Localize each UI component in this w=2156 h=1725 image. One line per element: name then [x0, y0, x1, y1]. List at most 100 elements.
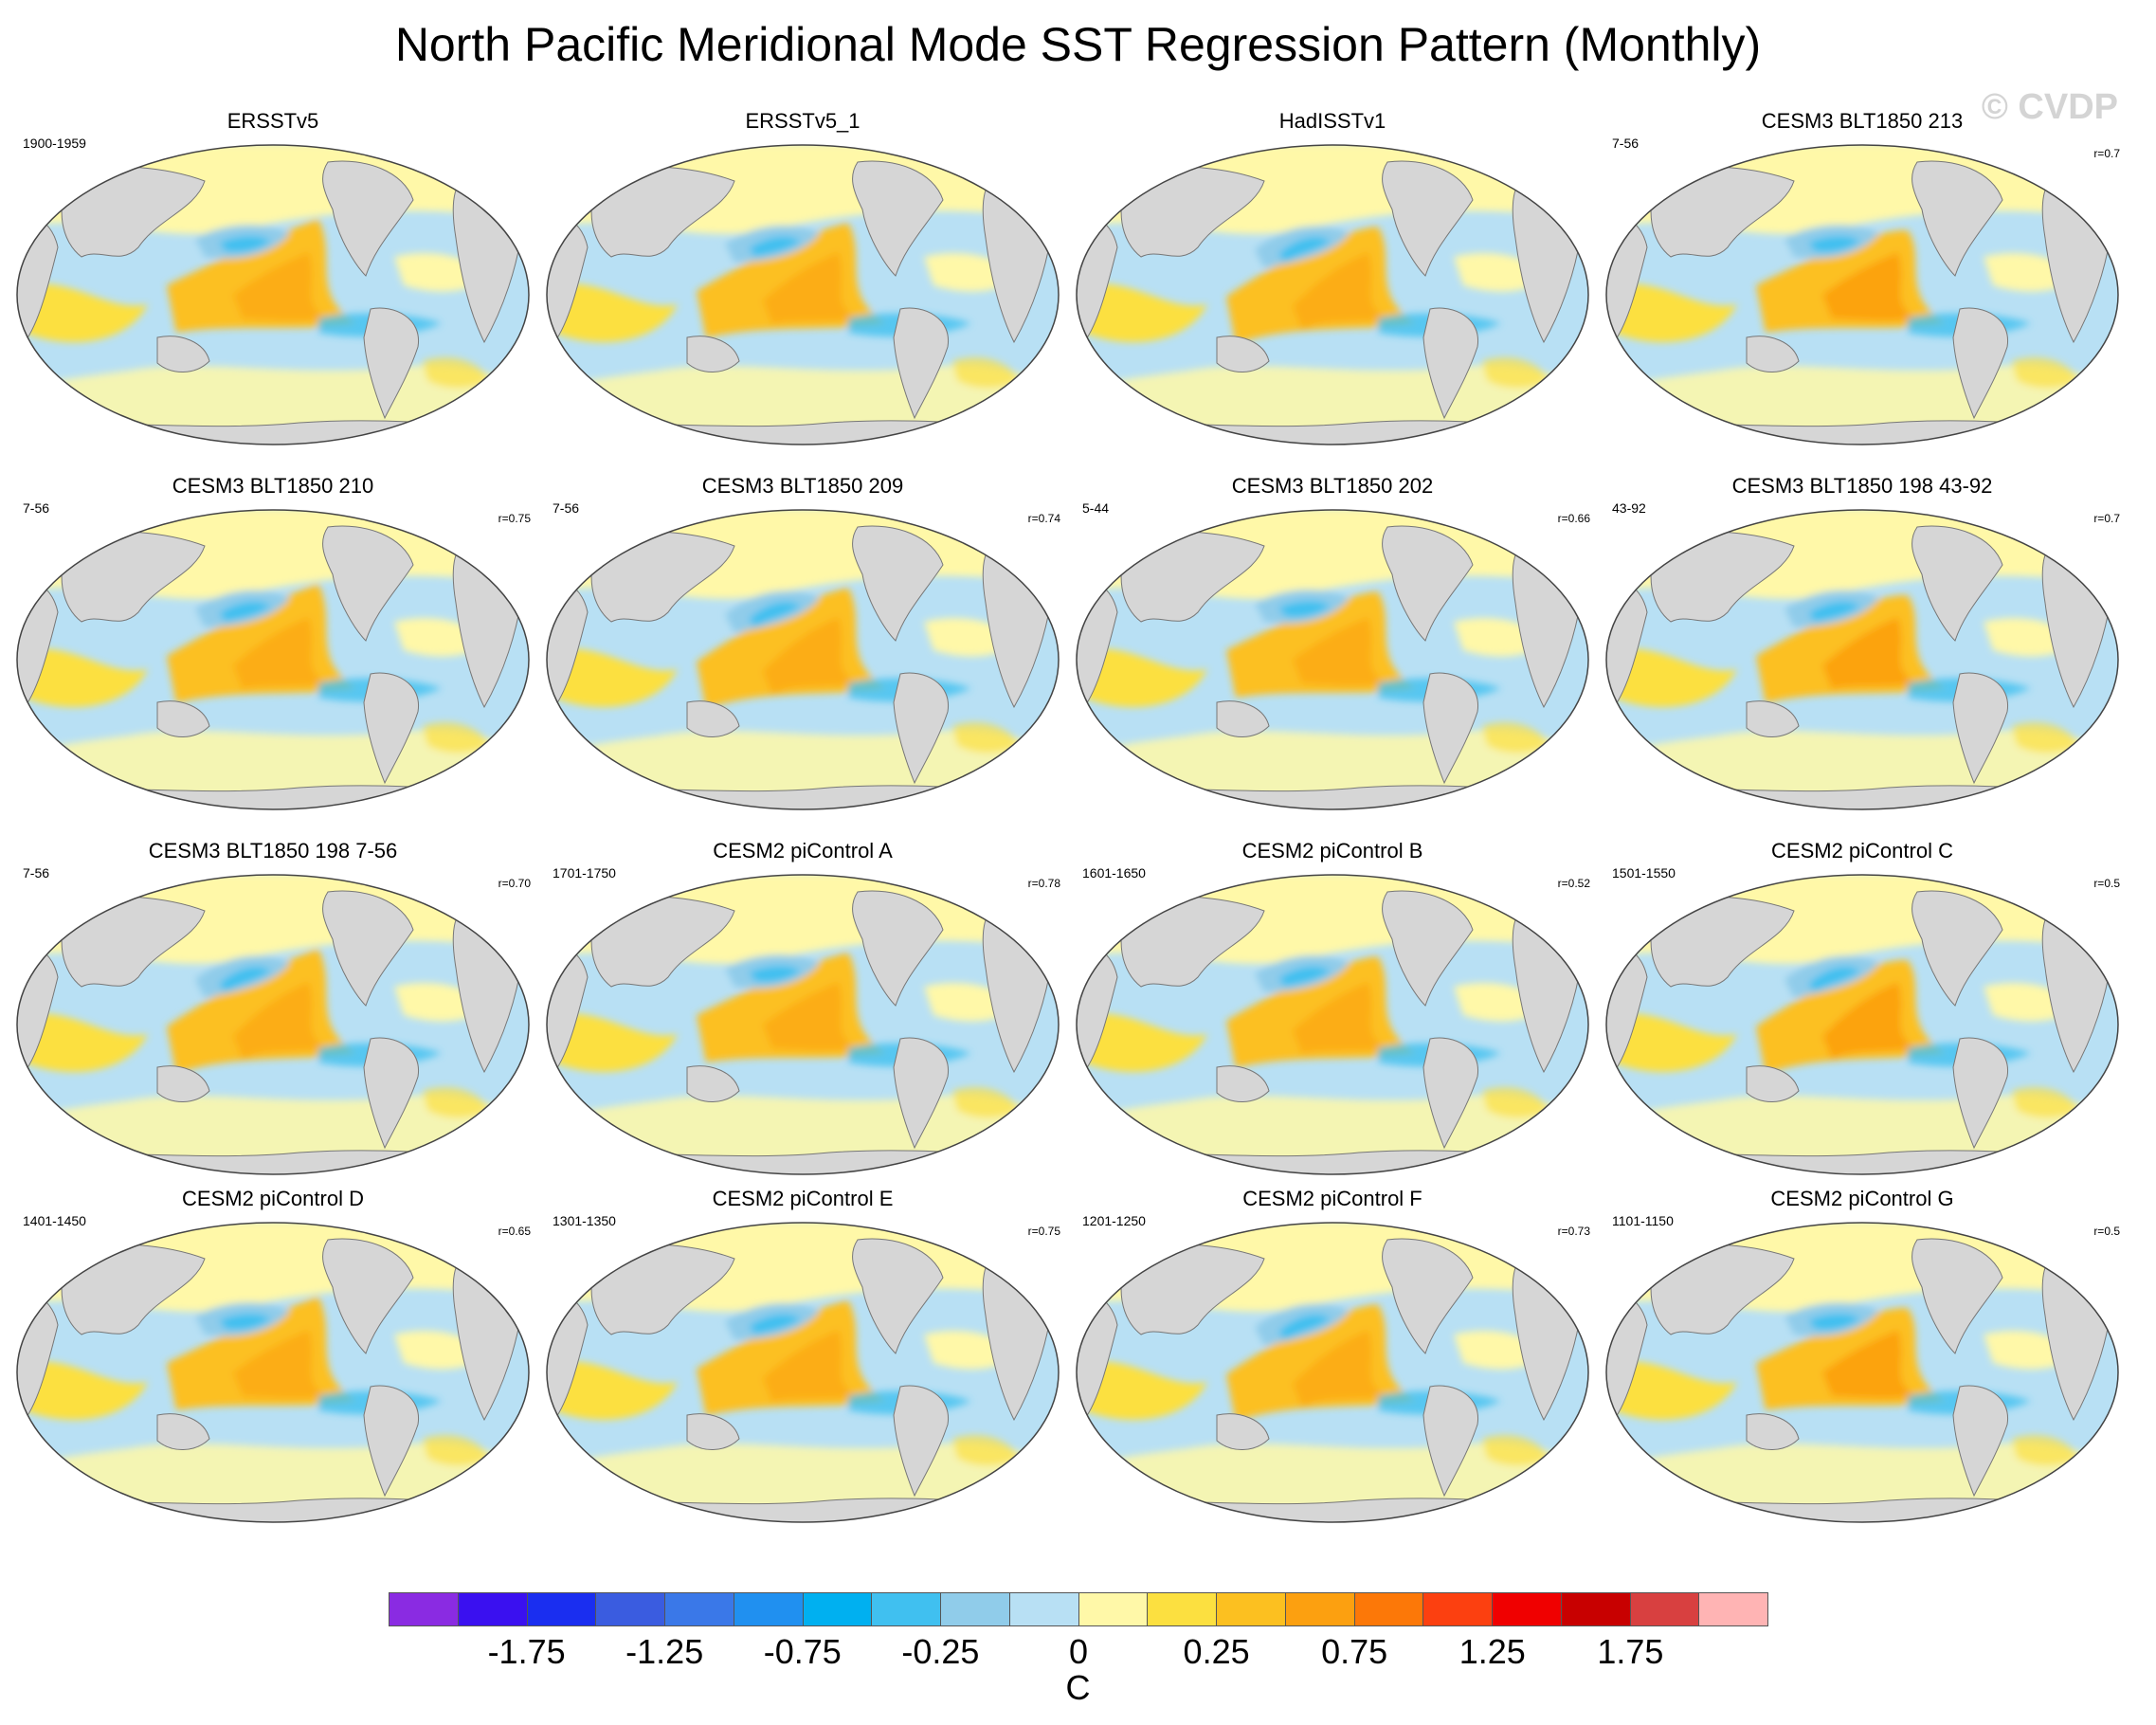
map-panel: CESM3 BLT1850 213 7-56 r=0.7: [1597, 109, 2128, 462]
map-border: [16, 874, 530, 1175]
colorbar-swatch: [390, 1593, 459, 1625]
warm-anomaly: [233, 617, 328, 689]
panel-period: 1501-1550: [1612, 865, 1676, 881]
map: [16, 1222, 530, 1523]
warm-anomaly: [2012, 1087, 2078, 1118]
panel-correlation: r=0.75: [498, 512, 531, 525]
map-border: [1076, 144, 1589, 445]
landmass-australia: [1746, 700, 1800, 737]
colorbar-swatch: [1078, 1593, 1149, 1625]
landmass-australia: [156, 700, 210, 737]
landmass-asia: [61, 1244, 206, 1335]
colorbar-swatch: [941, 1593, 1010, 1625]
cool-anomaly: [1808, 1314, 1860, 1331]
landmass-asia: [1120, 531, 1265, 623]
landmass-asia: [61, 166, 206, 258]
landmass-north-america: [852, 525, 944, 642]
landmass-australia: [686, 336, 740, 372]
panel-title: CESM2 piControl B: [1241, 839, 1423, 862]
warm-anomaly: [1084, 283, 1207, 342]
watermark: © CVDP: [1981, 87, 2118, 127]
map: [1076, 874, 1589, 1175]
warm-anomaly: [763, 982, 858, 1051]
panel-title: CESM3 BLT1850 213: [1761, 109, 1964, 133]
warm-anomaly: [1482, 357, 1549, 389]
panel-period: 7-56: [553, 500, 580, 516]
landmass-asia: [590, 531, 735, 623]
panel-correlation: r=0.7: [2093, 147, 2120, 160]
map: [16, 509, 530, 810]
colorbar-swatch: [596, 1593, 665, 1625]
panel-correlation: r=0.73: [1557, 1225, 1590, 1238]
map: [546, 509, 1060, 810]
warm-anomaly: [1822, 1330, 1917, 1399]
map: [1605, 874, 2119, 1175]
warm-anomaly: [233, 252, 328, 321]
colorbar-swatch: [1217, 1593, 1286, 1625]
landmass-asia: [1650, 166, 1795, 258]
warm-anomaly: [763, 1330, 858, 1402]
colorbar-swatch: [527, 1593, 597, 1625]
cool-anomaly: [1278, 966, 1331, 987]
map-panel: CESM3 BLT1850 202 5-44 r=0.66: [1067, 474, 1598, 826]
warm-anomaly: [2012, 1435, 2078, 1466]
warm-anomaly: [1482, 1087, 1549, 1118]
colorbar-tick-label: 0.25: [1183, 1632, 1250, 1671]
panel-title: ERSSTv5: [226, 109, 319, 133]
colorbar-swatch: [1630, 1593, 1700, 1625]
map-panel: CESM2 piControl G 1101-1150 r=0.5: [1597, 1187, 2128, 1539]
warm-anomaly: [554, 648, 678, 707]
colorbar-tick-label: -0.25: [901, 1632, 980, 1671]
warm-anomaly: [1822, 982, 1917, 1060]
panel-title: CESM2 piControl E: [712, 1187, 894, 1210]
colorbar-tick-label: -1.75: [487, 1632, 566, 1671]
warm-anomaly: [554, 283, 678, 342]
map-border: [546, 144, 1060, 445]
landmass-south-america: [363, 307, 419, 420]
map-border: [1076, 1222, 1589, 1523]
panel-title: CESM2 piControl F: [1242, 1187, 1422, 1210]
map-border: [1605, 874, 2119, 1175]
map-panel: ERSSTv5 1900-1959: [8, 109, 538, 462]
landmass-asia: [1120, 166, 1265, 258]
map: [16, 144, 530, 445]
colorbar-tick-label: -1.25: [625, 1632, 704, 1671]
map-border: [1076, 509, 1589, 810]
warm-anomaly: [1614, 648, 1737, 707]
colorbar-swatch: [1423, 1593, 1493, 1625]
landmass-australia: [1216, 1065, 1270, 1102]
landmass-north-america: [852, 160, 944, 277]
colorbar-tick-label: 0.75: [1321, 1632, 1388, 1671]
landmass-asia: [1650, 896, 1795, 988]
colorbar-swatch: [665, 1593, 734, 1625]
landmass-asia: [1650, 1244, 1795, 1335]
colorbar-swatch: [1354, 1593, 1424, 1625]
colorbar-swatch: [1493, 1593, 1562, 1625]
colorbar-swatch: [872, 1593, 941, 1625]
map-panel: CESM3 BLT1850 198 7-56 7-56 r=0.70: [8, 839, 538, 1191]
colorbar: [389, 1592, 1768, 1626]
warm-anomaly: [25, 1361, 148, 1420]
panel-title: CESM2 piControl A: [713, 839, 893, 862]
map: [1076, 144, 1589, 445]
panel-title: CESM3 BLT1850 198 43-92: [1731, 474, 1993, 498]
colorbar-swatch: [803, 1593, 873, 1625]
warm-anomaly: [1822, 617, 1917, 689]
landmass-asia: [1650, 531, 1795, 623]
cool-anomaly: [749, 966, 801, 983]
landmass-south-america: [1952, 307, 2008, 420]
colorbar-swatch: [1009, 1593, 1079, 1625]
map-border: [16, 509, 530, 810]
panel-correlation: r=0.7: [2093, 512, 2120, 525]
map: [1076, 1222, 1589, 1523]
panel-correlation: r=0.5: [2093, 1225, 2120, 1238]
map: [546, 874, 1060, 1175]
landmass-australia: [1746, 1065, 1800, 1102]
cool-anomaly: [219, 1314, 271, 1331]
map: [546, 1222, 1060, 1523]
landmass-south-america: [363, 1037, 419, 1150]
colorbar-tick-label: 1.25: [1458, 1632, 1526, 1671]
panel-correlation: r=0.75: [1027, 1225, 1060, 1238]
landmass-australia: [1216, 336, 1270, 372]
map-panel: CESM2 piControl C 1501-1550 r=0.5: [1597, 839, 2128, 1191]
